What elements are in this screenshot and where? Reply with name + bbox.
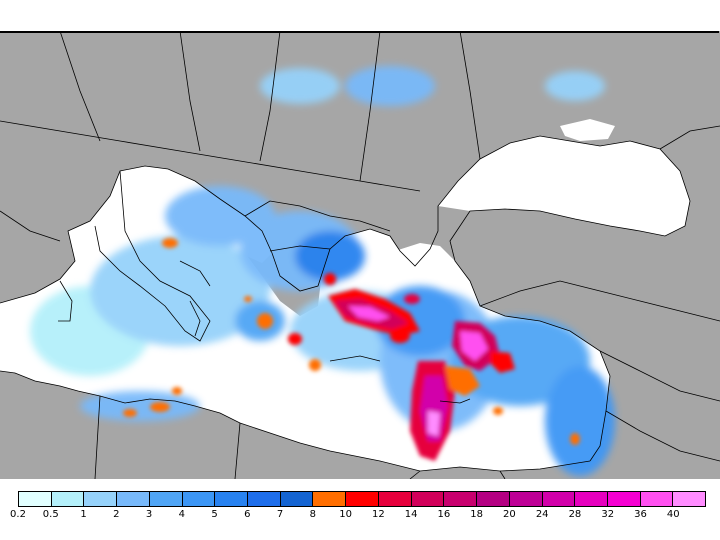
legend-label: 2	[113, 509, 120, 520]
legend-swatch	[575, 492, 608, 506]
legend-label: 3	[145, 509, 153, 520]
legend-label: 0.5	[42, 509, 59, 520]
legend-swatch	[84, 492, 118, 506]
color-legend	[18, 491, 706, 507]
legend-label: 40	[666, 509, 680, 520]
legend-swatch	[477, 492, 510, 506]
legend-label: 6	[244, 509, 251, 520]
legend-label: 16	[437, 509, 451, 520]
legend-label: 32	[601, 509, 615, 520]
legend-swatch	[117, 492, 150, 506]
legend-swatch	[346, 492, 379, 506]
legend-swatch	[411, 492, 445, 506]
legend-label: 36	[634, 509, 647, 520]
legend-labels: 0.2 0.5 1 2 3 4 5 6 7 8 10 12 14 16 18 20 24 28 32 36 40	[0, 509, 720, 523]
legend-label: 10	[339, 509, 352, 520]
legend-label: 5	[211, 509, 218, 520]
legend-swatch	[215, 492, 249, 506]
legend-swatch	[378, 492, 412, 506]
legend-label: 8	[309, 509, 317, 520]
legend-swatch	[182, 492, 216, 506]
legend-swatch	[542, 492, 576, 506]
legend-label: 24	[535, 509, 549, 520]
legend-label: 28	[568, 509, 582, 520]
legend-label: 12	[372, 509, 385, 520]
legend-swatch	[607, 492, 641, 506]
legend-label: 0.2	[10, 509, 26, 520]
legend-swatch	[313, 492, 347, 506]
legend-label: 1	[80, 509, 87, 520]
legend-swatch	[19, 492, 52, 506]
black-sea	[438, 136, 690, 236]
legend-label: 20	[503, 509, 516, 520]
legend-swatch	[51, 492, 85, 506]
legend-swatch	[640, 492, 674, 506]
legend-label: 14	[404, 509, 418, 520]
legend-swatch	[149, 492, 183, 506]
legend-swatch	[673, 492, 706, 506]
legend-swatch	[280, 492, 314, 506]
legend-swatch	[248, 492, 281, 506]
precipitation-map	[0, 31, 720, 479]
legend-label: 7	[276, 509, 284, 520]
legend-label: 4	[178, 509, 185, 520]
legend-swatch	[444, 492, 478, 506]
legend-label: 18	[470, 509, 484, 520]
precipitation-heavy	[123, 238, 580, 461]
borders	[0, 31, 720, 479]
legend-swatch	[509, 492, 543, 506]
